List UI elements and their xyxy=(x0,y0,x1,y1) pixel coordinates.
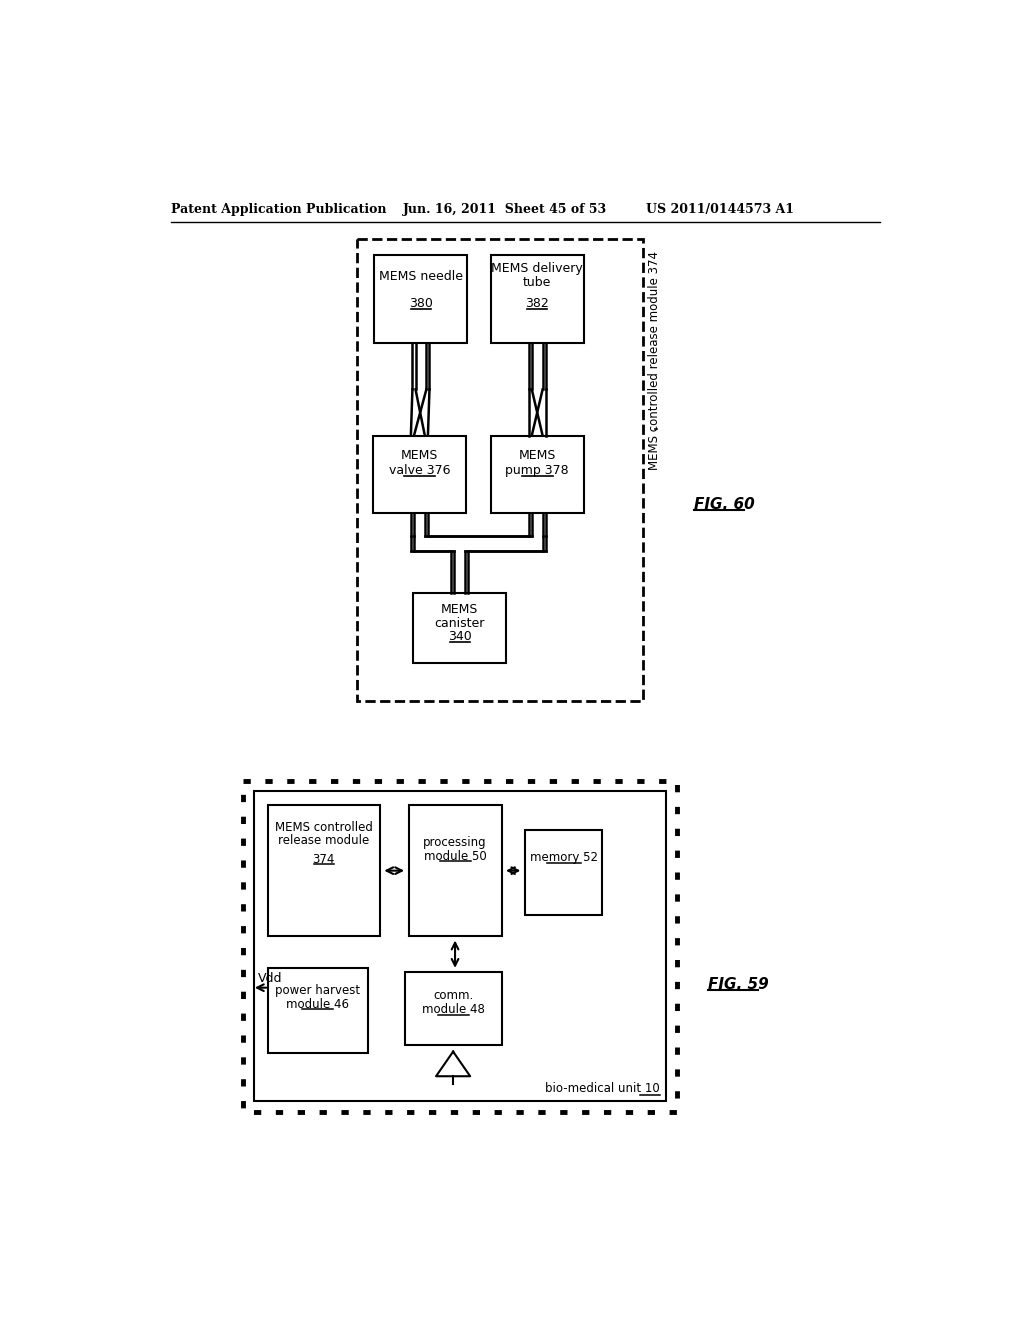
Text: FIG. 60: FIG. 60 xyxy=(693,498,755,512)
Bar xyxy=(356,239,643,701)
Text: FIG. 59: FIG. 59 xyxy=(708,977,768,991)
Text: Vdd: Vdd xyxy=(258,972,283,985)
Text: module 48: module 48 xyxy=(422,1003,484,1016)
Text: MEMS controlled release module 374: MEMS controlled release module 374 xyxy=(648,251,660,470)
Text: bio-medical unit 10: bio-medical unit 10 xyxy=(545,1081,659,1094)
Text: processing: processing xyxy=(423,836,486,849)
Bar xyxy=(490,255,584,343)
Text: MEMS delivery: MEMS delivery xyxy=(492,263,583,276)
Text: power harvest: power harvest xyxy=(275,983,360,997)
Text: MEMS controlled: MEMS controlled xyxy=(274,821,373,834)
Text: MEMS: MEMS xyxy=(441,603,478,615)
Text: module 46: module 46 xyxy=(287,998,349,1011)
Bar xyxy=(254,792,666,1101)
Text: MEMS needle: MEMS needle xyxy=(379,271,463,282)
Text: 380: 380 xyxy=(409,297,433,310)
Bar xyxy=(409,805,502,936)
Bar xyxy=(490,436,584,512)
Text: canister: canister xyxy=(434,616,485,630)
Text: valve 376: valve 376 xyxy=(389,465,451,477)
Text: comm.: comm. xyxy=(433,989,473,1002)
Bar xyxy=(414,594,506,663)
Text: Patent Application Publication: Patent Application Publication xyxy=(171,203,386,216)
Bar xyxy=(375,255,467,343)
Text: tube: tube xyxy=(523,276,551,289)
Text: 374: 374 xyxy=(312,853,335,866)
Text: pump 378: pump 378 xyxy=(506,465,569,477)
Text: Jun. 16, 2011  Sheet 45 of 53: Jun. 16, 2011 Sheet 45 of 53 xyxy=(403,203,607,216)
Text: release module: release module xyxy=(279,834,370,847)
Bar xyxy=(524,830,602,915)
Bar xyxy=(404,973,502,1045)
Text: module 50: module 50 xyxy=(424,850,486,863)
Bar xyxy=(243,780,677,1111)
Text: US 2011/0144573 A1: US 2011/0144573 A1 xyxy=(646,203,794,216)
Bar xyxy=(267,969,369,1053)
Text: 340: 340 xyxy=(447,631,472,643)
Text: 382: 382 xyxy=(525,297,549,310)
Text: MEMS: MEMS xyxy=(400,449,438,462)
Text: MEMS: MEMS xyxy=(518,449,556,462)
Text: memory 52: memory 52 xyxy=(529,851,598,865)
Bar xyxy=(373,436,466,512)
Bar xyxy=(267,805,380,936)
